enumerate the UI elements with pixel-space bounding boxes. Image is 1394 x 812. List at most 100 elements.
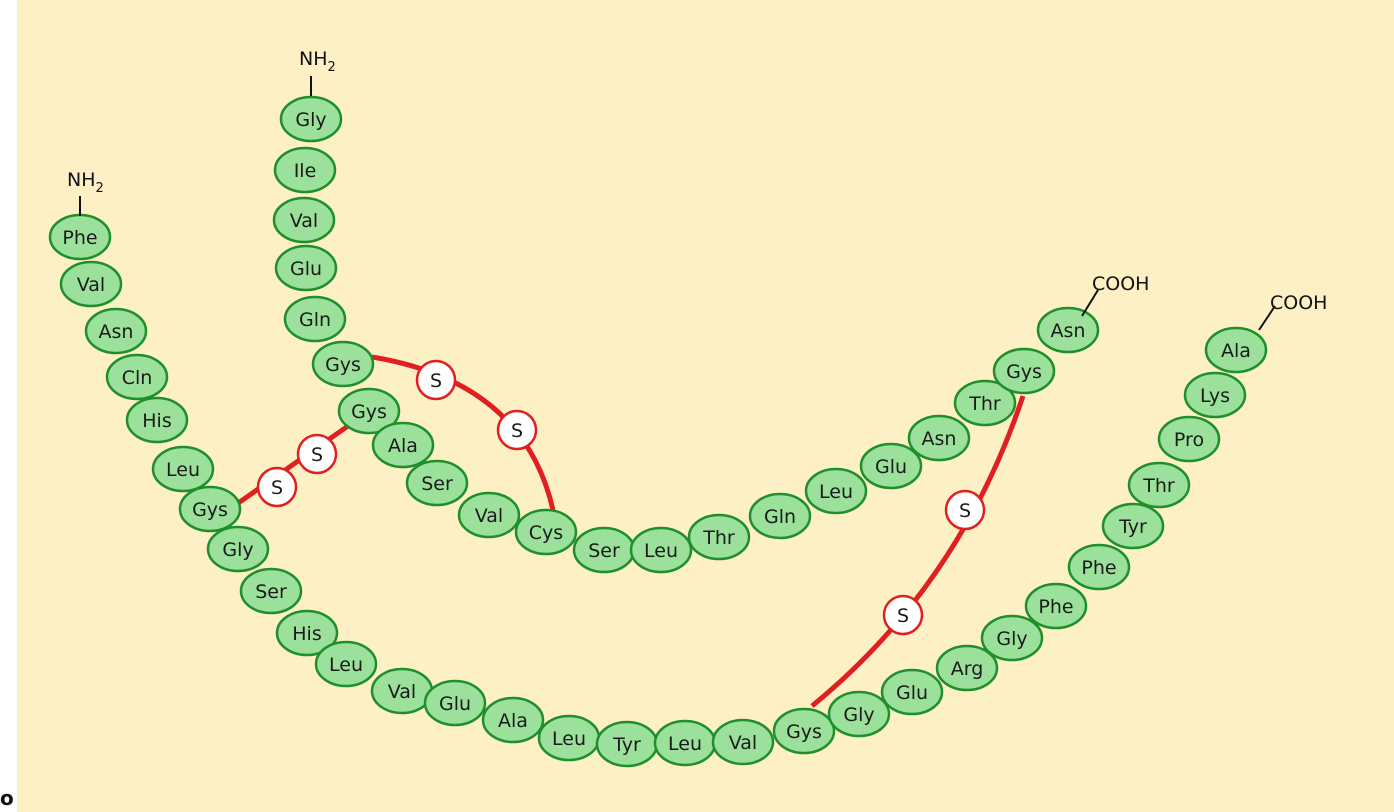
- chain-a-residue-9-bead: [405, 459, 469, 507]
- chain-a-residue-18-bead: [907, 414, 971, 462]
- chain-a-residue-3: Val: [272, 196, 336, 244]
- chain-b-residue-25: Phe: [1067, 543, 1131, 591]
- chain-b-residue-13-bead: [423, 679, 487, 727]
- chain-a-residue-13-label: Leu: [644, 540, 678, 562]
- chain-a-residue-15-label: Gln: [764, 506, 796, 528]
- chain-b-residue-4: Cln: [105, 353, 169, 401]
- chain-b-residue-5: His: [125, 396, 189, 444]
- chain-b-residue-19-bead: [772, 707, 836, 755]
- sulfur-label: S: [511, 420, 523, 442]
- chain-b-residue-20-bead: [827, 690, 891, 738]
- chain-b-residue-24-label: Phe: [1038, 596, 1073, 618]
- chain-b-c-terminus-stub: [1258, 305, 1276, 331]
- disulfide-bond-line-1: [371, 354, 556, 511]
- chain-b-residue-14: Ala: [481, 696, 545, 744]
- chain-b-residue-21-label: Glu: [896, 682, 928, 704]
- chain-b-residue-8-bead: [206, 525, 270, 573]
- chain-a-residue-3-label: Val: [290, 210, 318, 232]
- sulfur-label: S: [311, 444, 323, 466]
- chain-b-residue-14-label: Ala: [498, 710, 528, 732]
- chain-b-residue-7-label: Gys: [192, 499, 228, 521]
- chain-a-residue-14: Thr: [687, 513, 751, 561]
- chain-a-residue-20-label: Gys: [1006, 361, 1042, 383]
- chain-a-residue-15: Gln: [748, 492, 812, 540]
- chain-b-n-terminus-label: NH2: [67, 169, 104, 196]
- chain-a-residue-13-bead: [629, 526, 693, 574]
- chain-b-residue-30-label: Ala: [1221, 340, 1251, 362]
- chain-b-residue-12-label: Val: [388, 681, 416, 703]
- chain-a-residue-7-label: Gys: [351, 401, 387, 423]
- chain-b-residue-24: Phe: [1024, 582, 1088, 630]
- chain-a-residue-14-label: Thr: [702, 527, 735, 549]
- sulfur-circle: [256, 466, 298, 508]
- chain-b-residue-12: Val: [370, 667, 434, 715]
- chain-a-residue-14-bead: [687, 513, 751, 561]
- chain-b-residue-29: Lys: [1183, 371, 1247, 419]
- chain-b-residue-28: Pro: [1157, 415, 1221, 463]
- chain-a-residue-17: Glu: [859, 442, 923, 490]
- sulfur-circle: [415, 359, 457, 401]
- chain-a-residue-4-bead: [274, 244, 338, 292]
- chain-b-residue-15-label: Leu: [552, 728, 586, 750]
- chain-a-residue-18-label: Asn: [922, 428, 957, 450]
- chain-a-residue-1-bead: [279, 95, 343, 143]
- chain-b-residue-5-bead: [125, 396, 189, 444]
- panel-background: [17, 0, 1394, 812]
- chain-b-residue-22-label: Arg: [951, 658, 984, 680]
- chain-a-residue-2-bead: [273, 146, 337, 194]
- chain-b: PheValAsnClnHisLeuGysGlySerHisLeuValGluA…: [48, 213, 1268, 768]
- chain-b-residue-10: His: [275, 609, 339, 657]
- chain-b-residue-25-label: Phe: [1081, 557, 1116, 579]
- chain-b-residue-9: Ser: [239, 567, 303, 615]
- chain-a-c-terminus-label: COOH: [1092, 273, 1149, 295]
- chain-a-residue-5: Gln: [283, 295, 347, 343]
- chain-a-residue-19-label: Thr: [968, 393, 1001, 415]
- chain-b-residue-8: Gly: [206, 525, 270, 573]
- sulfur-atom-2-2: S: [256, 466, 298, 508]
- chain-b-residue-26: Tyr: [1101, 502, 1165, 550]
- sulfur-atom-1-2: S: [496, 409, 538, 451]
- chain-b-residue-19-label: Gys: [786, 721, 822, 743]
- chain-b-residue-6-bead: [151, 445, 215, 493]
- chain-a-residue-15-bead: [748, 492, 812, 540]
- chain-a-residue-4: Glu: [274, 244, 338, 292]
- chain-b-residue-16: Tyr: [595, 720, 659, 768]
- sulfur-circle: [496, 409, 538, 451]
- sulfur-label: S: [271, 477, 283, 499]
- chain-a-residue-16-bead: [804, 467, 868, 515]
- chain-b-residue-23: Gly: [980, 614, 1044, 662]
- chain-b-residue-18: Val: [711, 718, 775, 766]
- chain-b-residue-25-bead: [1067, 543, 1131, 591]
- chain-b-residue-3-bead: [84, 307, 148, 355]
- chain-b-residue-2: Val: [59, 260, 123, 308]
- chain-a-residue-20: Gys: [992, 347, 1056, 395]
- chain-a-residue-4-label: Glu: [290, 258, 322, 280]
- chain-b-residue-11-label: Leu: [329, 654, 363, 676]
- chain-b-residue-20: Gly: [827, 690, 891, 738]
- sulfur-atoms: S S S S S S: [256, 359, 986, 636]
- chain-b-residue-14-bead: [481, 696, 545, 744]
- chain-b-residue-8-label: Gly: [222, 539, 253, 561]
- chain-a-residue-11: Cys: [514, 508, 578, 556]
- chain-b-residue-18-bead: [711, 718, 775, 766]
- chain-a-residue-11-label: Cys: [529, 522, 563, 544]
- chain-b-residue-26-bead: [1101, 502, 1165, 550]
- sulfur-circle: [296, 433, 338, 475]
- chain-b-residue-20-label: Gly: [843, 704, 874, 726]
- chain-a-residue-16-label: Leu: [819, 481, 853, 503]
- chain-b-residue-6-label: Leu: [166, 459, 200, 481]
- chain-a-residue-12: Ser: [572, 526, 636, 574]
- chain-a-residue-6: Gys: [311, 340, 375, 388]
- chain-a-residue-3-bead: [272, 196, 336, 244]
- chain-a-residue-2-label: Ile: [294, 160, 317, 182]
- chain-b-residue-28-bead: [1157, 415, 1221, 463]
- chain-a-residue-6-label: Gys: [325, 354, 361, 376]
- chain-b-residue-27: Thr: [1127, 461, 1191, 509]
- chain-a-residue-18: Asn: [907, 414, 971, 462]
- chain-a-n-terminus-label: NH2: [299, 48, 336, 75]
- sulfur-circle: [944, 489, 986, 531]
- chain-b-residue-3-label: Asn: [99, 321, 134, 343]
- chain-a-residue-21: Asn: [1036, 306, 1100, 354]
- chain-b-residue-13-label: Glu: [439, 693, 471, 715]
